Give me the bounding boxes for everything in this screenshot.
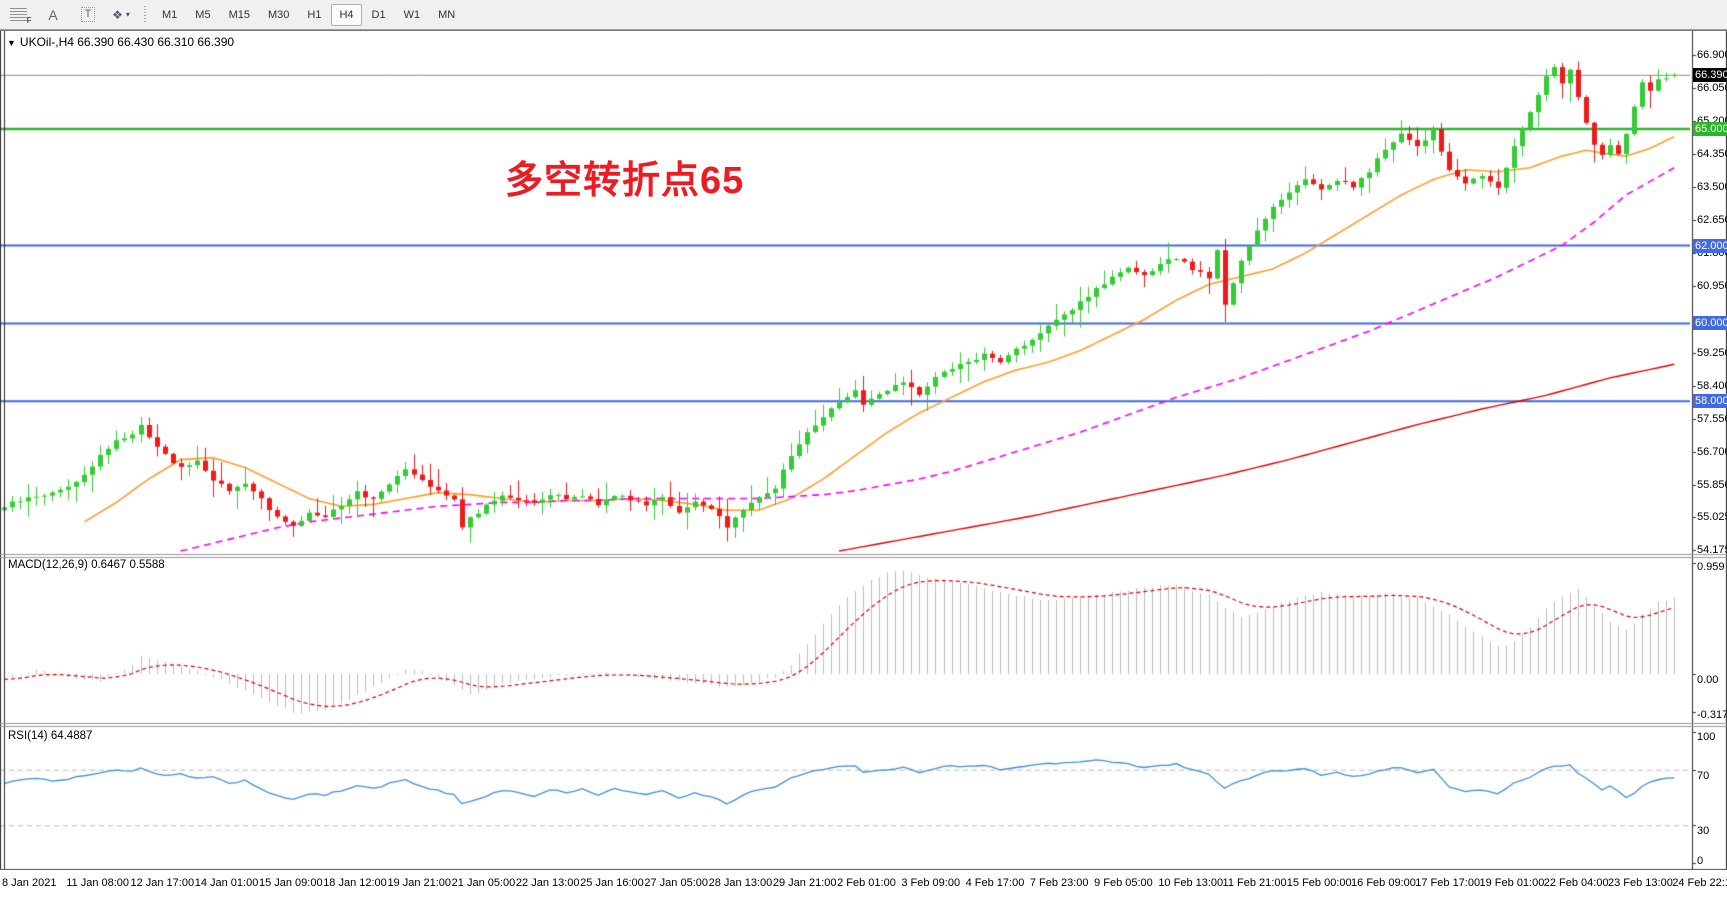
- time-tick-label: 28 Jan 13:00: [708, 877, 773, 889]
- time-tick-label: 19 Feb 01:00: [1479, 877, 1545, 889]
- timeframe-button-h1[interactable]: H1: [307, 8, 322, 21]
- price-tick-label: 60.950: [1697, 280, 1727, 293]
- text-label-tool-button[interactable]: A: [41, 4, 65, 26]
- price-tick-label: 57.550: [1697, 412, 1727, 425]
- timeframe-button-m5[interactable]: M5: [195, 8, 211, 21]
- symbol-title[interactable]: ▼ UKOil-,H4 66.390 66.430 66.310 66.390: [7, 35, 234, 49]
- time-tick-label: 21 Jan 05:00: [451, 877, 516, 889]
- macd-tick-label: 0.959: [1697, 561, 1725, 573]
- time-axis[interactable]: 8 Jan 2021 11 Jan 08:00 12 Jan 17:00 14 Jan…: [0, 870, 1727, 897]
- price-tick-label: 63.500: [1697, 181, 1727, 194]
- time-tick-label: 2 Feb 01:00: [837, 877, 896, 889]
- price-axis[interactable]: 66.90066.05065.20064.35063.50062.65061.8…: [1692, 31, 1727, 869]
- time-tick-label: 23 Feb 13:00: [1608, 877, 1673, 889]
- shapes-tool-button[interactable]: ❖ ▾: [109, 4, 133, 26]
- time-tick-label: 11 Jan 08:00: [66, 877, 130, 889]
- price-tick-label: 66.900: [1697, 48, 1727, 61]
- label-a-icon: A: [48, 6, 58, 23]
- time-tick-label: 11 Feb 21:00: [1222, 877, 1287, 889]
- price-tick-label: 55.025: [1697, 511, 1727, 523]
- price-tick-label: 58.400: [1697, 379, 1727, 392]
- time-tick-label: 17 Feb 17:00: [1415, 877, 1481, 889]
- macd-indicator-label: MACD(12,26,9) 0.6467 0.5588: [8, 559, 165, 571]
- grid-tool-button[interactable]: F: [6, 4, 32, 26]
- symbol-dropdown-icon: ▼: [7, 38, 16, 48]
- time-tick-label: 22 Jan 13:00: [515, 877, 580, 889]
- price-badge-60.000: 60.000: [1693, 316, 1727, 331]
- timeframe-button-d1[interactable]: D1: [371, 8, 386, 21]
- time-tick-label: 7 Feb 23:00: [1029, 877, 1089, 889]
- shapes-dropdown-caret-icon: ▾: [125, 10, 130, 19]
- price-tick-label: 64.350: [1697, 148, 1727, 161]
- chart-window: ▼ UKOil-,H4 66.390 66.430 66.310 66.390 多…: [0, 30, 1727, 897]
- price-badge-58.000: 58.000: [1693, 394, 1727, 409]
- price-badge-66.390: 66.390: [1693, 67, 1727, 82]
- time-tick-label: 27 Jan 05:00: [644, 877, 709, 889]
- timeframe-button-w1[interactable]: W1: [403, 8, 421, 21]
- shapes-icon: ❖: [112, 7, 123, 22]
- timeframe-bar: M1 M5 M15 M30 H1 H4 D1 W1 MN: [153, 3, 464, 26]
- time-tick-label: 29 Jan 21:00: [772, 877, 837, 889]
- time-tick-label: 9 Feb 05:00: [1094, 877, 1153, 889]
- price-tick-label: 54.175: [1697, 544, 1727, 557]
- rsi-indicator-label: RSI(14) 64.4887: [8, 730, 93, 742]
- time-tick-label: 25 Jan 16:00: [580, 877, 644, 889]
- chart-annotation[interactable]: 多空转折点65: [505, 160, 745, 202]
- time-tick-label: 19 Jan 21:00: [387, 877, 452, 889]
- text-box-icon: T: [80, 7, 96, 22]
- price-badge-62.000: 62.000: [1693, 238, 1727, 253]
- price-tick-label: 62.650: [1697, 214, 1727, 227]
- text-box-tool-button[interactable]: T: [76, 4, 100, 26]
- price-badge-65.000: 65.000: [1693, 121, 1727, 136]
- timeframe-button-m1[interactable]: M1: [162, 8, 178, 21]
- time-tick-label: 15 Jan 09:00: [258, 877, 323, 889]
- time-tick-label: 18 Jan 12:00: [323, 877, 387, 889]
- rsi-tick-label: 30: [1697, 825, 1710, 838]
- toolbar: F A T ❖ ▾ M1 M5 M15 M30 H1 H4 D1 W1 MN: [0, 0, 1727, 30]
- time-tick-label: 15 Feb 00:00: [1286, 877, 1352, 889]
- time-tick-label: 16 Feb 09:00: [1351, 877, 1416, 889]
- price-tick-label: 59.250: [1697, 346, 1727, 359]
- time-tick-label: 10 Feb 13:00: [1158, 877, 1224, 889]
- timeframe-button-mn[interactable]: MN: [438, 8, 456, 21]
- rsi-tick-label: 0: [1697, 855, 1704, 867]
- grid-icon: F: [9, 8, 32, 25]
- timeframe-button-h4[interactable]: H4: [331, 3, 362, 26]
- timeframe-button-m30[interactable]: M30: [267, 8, 290, 21]
- price-tick-label: 66.050: [1697, 82, 1727, 95]
- rsi-tick-label: 100: [1697, 731, 1716, 743]
- macd-tick-label: 0.00: [1697, 674, 1719, 687]
- toolbar-separator: [142, 5, 148, 24]
- time-tick-label: 4 Feb 17:00: [965, 877, 1025, 889]
- time-tick-label: 3 Feb 09:00: [901, 877, 961, 889]
- time-tick-label: 14 Jan 01:00: [194, 877, 259, 889]
- timeframe-button-m15[interactable]: M15: [228, 8, 250, 21]
- time-tick-label: 24 Feb 22:15: [1672, 877, 1727, 889]
- chart-plot-area[interactable]: [0, 31, 1727, 897]
- price-tick-label: 56.700: [1697, 445, 1727, 458]
- time-tick-label: 22 Feb 04:00: [1543, 877, 1609, 889]
- symbol-title-text: UKOil-,H4 66.390 66.430 66.310 66.390: [19, 35, 235, 49]
- price-tick-label: 55.850: [1697, 478, 1727, 491]
- rsi-tick-label: 70: [1697, 769, 1710, 782]
- time-tick-label: 12 Jan 17:00: [130, 877, 195, 889]
- time-tick-label: 8 Jan 2021: [2, 877, 57, 889]
